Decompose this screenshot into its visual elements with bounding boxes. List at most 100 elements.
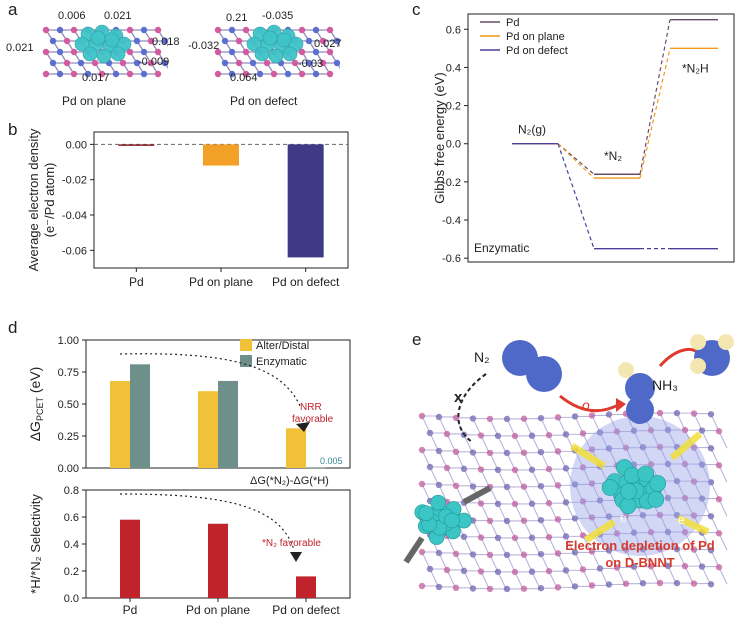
nh3-label: NH₃ xyxy=(652,377,678,393)
lattice-atom xyxy=(690,478,698,485)
lattice-atom xyxy=(681,494,689,502)
lattice-bond xyxy=(531,571,541,589)
lattice-atom xyxy=(664,426,672,434)
energy-connector xyxy=(557,143,595,249)
lattice-atom xyxy=(312,48,320,56)
pd-atom xyxy=(444,512,460,529)
lattice-atom xyxy=(664,528,672,536)
lattice-atom xyxy=(49,59,57,67)
trend-curve xyxy=(119,353,301,407)
lattice-atom xyxy=(235,37,243,45)
lattice-bond xyxy=(718,499,728,517)
bar-alter-distal xyxy=(198,391,218,468)
panel-e: e N₂ x o NH₃ e e Electron depletion of Pd on D-… xyxy=(382,318,737,619)
y-tick-label: 0.75 xyxy=(58,367,79,379)
lattice-bond xyxy=(480,435,490,453)
annotation-n2: *N₂ xyxy=(604,149,622,163)
bar-enzymatic xyxy=(218,380,238,468)
lattice-bond xyxy=(531,503,541,521)
lattice-bond xyxy=(718,431,728,449)
panel-label-e: e xyxy=(412,330,422,349)
lattice-atom xyxy=(112,70,120,78)
chart-d: 1.00 0.75 0.50 0.25 0.00 Alter/Distal Enzymati… xyxy=(27,335,351,617)
lattice-atom xyxy=(298,26,306,34)
pd-atom xyxy=(96,48,112,64)
y-tick-label: 0.2 xyxy=(446,101,461,113)
lattice-atom xyxy=(656,443,664,451)
label-main: ΔG xyxy=(27,421,43,441)
illustration-electron-depletion: N₂ x o NH₃ e e Electron depletion of Pd on D-BN… xyxy=(403,334,734,593)
lattice-atom xyxy=(715,428,723,435)
lattice-atom xyxy=(242,26,250,34)
lattice-atom xyxy=(84,70,92,78)
lattice-bond xyxy=(480,571,490,589)
depletion-text: Electron depletion of Pd xyxy=(565,538,715,553)
annotation-nrr: NRR xyxy=(300,402,322,413)
lattice-atom xyxy=(228,48,236,56)
lattice-atom xyxy=(673,477,681,485)
lattice-bond xyxy=(684,463,694,482)
lattice-atom xyxy=(147,37,155,45)
charge-label: 0.064 xyxy=(230,72,258,84)
electron-label: e xyxy=(678,513,685,527)
n2-atom xyxy=(526,356,562,392)
n2-label: N₂ xyxy=(474,349,490,365)
pd-atom xyxy=(104,32,120,48)
lattice-atom xyxy=(681,460,689,468)
panel-label-a: a xyxy=(8,0,18,19)
bar-selectivity xyxy=(208,523,228,598)
arrow-head xyxy=(616,398,626,412)
lattice-bond xyxy=(429,466,439,485)
lattice-atom xyxy=(298,48,306,56)
panel-label-c: c xyxy=(412,0,421,19)
lattice-atom xyxy=(228,70,236,78)
lattice-atom xyxy=(133,37,141,45)
lattice-bond xyxy=(480,503,490,521)
legend-label: Pd on plane xyxy=(506,31,565,43)
lattice-atom xyxy=(656,511,664,519)
lattice-atom xyxy=(707,445,715,452)
lattice-atom xyxy=(326,26,334,34)
annotation-n2g: N₂(g) xyxy=(518,123,546,137)
caption-pd-on-plane: Pd on plane xyxy=(62,94,127,108)
lattice-atom xyxy=(333,37,340,45)
lattice-atom xyxy=(681,528,689,536)
charge-label: -0.009 xyxy=(138,56,170,68)
lattice-atom xyxy=(77,59,85,67)
lattice-atom xyxy=(639,512,647,519)
y-tick-label: 1.00 xyxy=(58,335,79,347)
y-tick-label: 0.0 xyxy=(64,593,79,605)
lattice-atom xyxy=(715,530,723,537)
lattice-bond xyxy=(531,469,541,487)
x-tick-label: Pd xyxy=(129,275,144,288)
lattice-bond xyxy=(463,536,473,555)
lattice-bond xyxy=(480,537,490,555)
charge-label: 0.006 xyxy=(58,10,86,22)
lattice-atom xyxy=(63,59,71,67)
y-axis-label: Gibbs free energy (eV) xyxy=(432,72,447,204)
lattice-atom xyxy=(270,70,278,78)
lattice-atom xyxy=(673,409,681,417)
lattice-atom xyxy=(214,70,222,78)
lattice-atom xyxy=(656,579,664,587)
panel-d: d 1.00 0.75 0.50 0.25 0.00 Alter/Distal Enzyma… xyxy=(0,318,360,619)
pd-atom xyxy=(418,505,434,521)
lattice-atom xyxy=(647,461,655,468)
pd-atom xyxy=(262,30,278,46)
bar-enzymatic xyxy=(130,364,150,468)
lattice-atom xyxy=(70,26,78,34)
electron-arrow xyxy=(676,514,710,536)
lattice-atom xyxy=(91,59,99,67)
y-tick-label: -0.06 xyxy=(62,245,87,257)
annotation-dg-difference: ΔG(*N₂)-ΔG(*H) xyxy=(250,475,329,487)
y-tick-label: 0.8 xyxy=(64,485,79,497)
lattice-atom xyxy=(126,26,134,34)
lattice-atom xyxy=(707,411,715,418)
bar-alter-distal xyxy=(110,380,130,468)
lattice-atom xyxy=(664,562,672,570)
pd-atom xyxy=(620,483,637,500)
x-tick-label: Pd on defect xyxy=(272,275,340,288)
lattice-bond xyxy=(463,434,473,453)
bar-selectivity xyxy=(296,576,316,598)
lattice-atom xyxy=(161,37,168,45)
